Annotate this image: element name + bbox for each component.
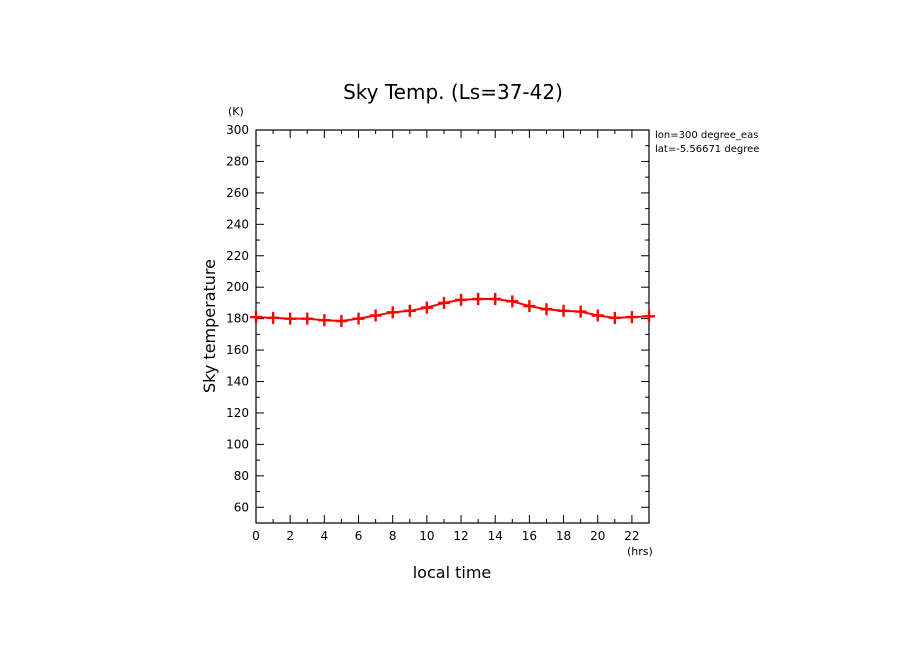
data-point	[420, 301, 433, 314]
y-tick-label: 60	[234, 500, 249, 514]
data-point	[386, 306, 399, 319]
y-tick-label: 160	[226, 343, 249, 357]
data-point	[608, 311, 621, 324]
x-tick-label: 6	[355, 529, 363, 543]
y-tick-label: 200	[226, 280, 249, 294]
y-tick-label: 280	[226, 154, 249, 168]
data-point	[318, 314, 331, 327]
annotation-lat: lat=-5.56671 degree	[655, 144, 759, 155]
x-tick-label: 14	[488, 529, 503, 543]
data-point	[335, 314, 348, 327]
data-point	[489, 292, 502, 305]
data-point	[591, 309, 604, 322]
x-tick-label: 20	[590, 529, 605, 543]
chart-title: Sky Temp. (Ls=37-42)	[343, 80, 563, 104]
data-point	[284, 312, 297, 325]
x-tick-label: 18	[556, 529, 571, 543]
y-unit-label: (K)	[228, 105, 244, 118]
x-tick-label: 0	[252, 529, 260, 543]
plot-frame	[255, 129, 650, 524]
data-point	[437, 296, 450, 309]
y-tick-label: 180	[226, 312, 249, 326]
data-point	[643, 310, 655, 323]
data-point	[625, 311, 638, 324]
y-tick-label: 240	[226, 217, 249, 231]
data-point	[455, 293, 468, 306]
y-tick-label: 300	[226, 123, 249, 137]
data-point	[540, 303, 553, 316]
y-axis-label: Sky temperature	[200, 259, 219, 393]
y-tick-label: 140	[226, 375, 249, 389]
data-point	[557, 304, 570, 317]
x-tick-label: 22	[624, 529, 639, 543]
series-layer	[250, 292, 655, 327]
axes-layer: 0 2 4 6 8 10 12 14 16 18 20 22 60 80 100 120 140 160 180 20…	[226, 123, 650, 543]
data-point	[506, 295, 519, 308]
data-point	[523, 300, 536, 313]
data-point	[574, 305, 587, 318]
y-tick-label: 100	[226, 437, 249, 451]
data-point	[250, 311, 262, 324]
y-tick-label: 220	[226, 249, 249, 263]
series-line	[255, 298, 650, 323]
annotation-lon: lon=300 degree_eas	[655, 130, 758, 141]
x-axis-label: local time	[413, 563, 492, 582]
x-unit-label: (hrs)	[627, 545, 653, 558]
x-tick-label: 10	[419, 529, 434, 543]
data-point	[369, 309, 382, 322]
x-tick-label: 16	[522, 529, 537, 543]
y-tick-label: 260	[226, 186, 249, 200]
x-tick-label: 8	[389, 529, 397, 543]
data-point	[472, 292, 485, 305]
x-tick-label: 4	[321, 529, 329, 543]
data-point	[301, 312, 314, 325]
y-tick-label: 80	[234, 469, 249, 483]
data-point	[403, 304, 416, 317]
x-tick-label: 2	[286, 529, 294, 543]
data-point	[267, 311, 280, 324]
x-tick-label: 12	[453, 529, 468, 543]
y-tick-label: 120	[226, 406, 249, 420]
data-point	[352, 312, 365, 325]
